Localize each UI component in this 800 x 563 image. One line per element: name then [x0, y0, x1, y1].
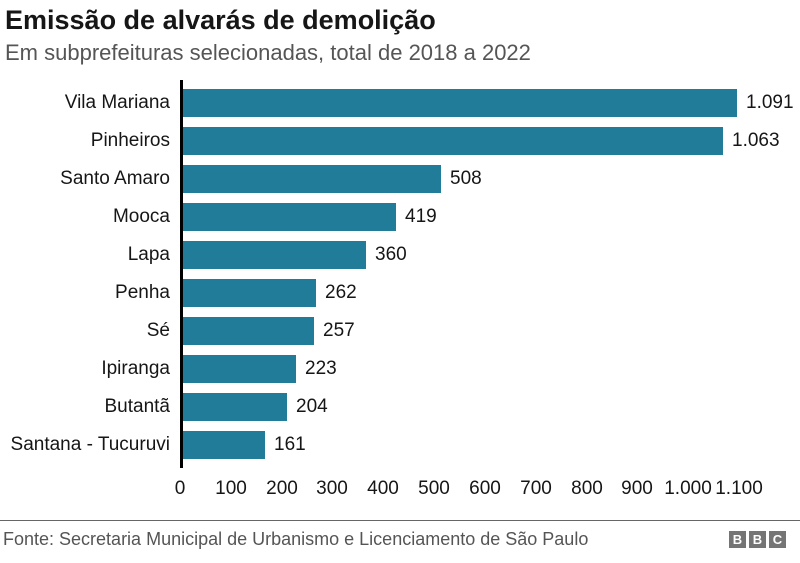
category-label: Pinheiros	[90, 130, 170, 151]
x-tick-label: 1.100	[715, 478, 763, 499]
x-tick-label: 900	[621, 478, 653, 499]
bar	[183, 431, 265, 459]
bar-value-label: 1.063	[732, 130, 780, 151]
x-tick-label: 0	[174, 478, 186, 499]
x-tick-label: 600	[469, 478, 501, 499]
x-axis-spacer	[0, 468, 180, 504]
logo-letter-block: B	[729, 531, 746, 548]
x-axis: 0 100 200 300 400 500 600 700 800 900 1.000 1.100	[0, 468, 800, 504]
bar-row: 257	[183, 312, 800, 350]
category-label: Santo Amaro	[60, 168, 170, 189]
x-tick-label: 100	[215, 478, 247, 499]
bar	[183, 127, 723, 155]
x-tick-label: 400	[367, 478, 399, 499]
x-tick-label: 800	[571, 478, 603, 499]
category-label: Ipiranga	[101, 358, 170, 379]
category-label: Lapa	[127, 244, 170, 265]
plot-area: 1.091 1.063 508 419 360 262 257 223 204 161	[180, 80, 800, 468]
bar	[183, 279, 316, 307]
bar-value-label: 262	[325, 282, 357, 303]
bar-row: 223	[183, 350, 800, 388]
chart-footer: Fonte: Secretaria Municipal de Urbanismo…	[0, 520, 800, 550]
x-tick-label: 500	[418, 478, 450, 499]
bar-value-label: 1.091	[746, 92, 794, 113]
bar-row: 204	[183, 388, 800, 426]
bar	[183, 89, 737, 117]
bar-row: 419	[183, 198, 800, 236]
x-tick-label: 1.000	[664, 478, 712, 499]
bar-value-label: 257	[323, 320, 355, 341]
logo-letter-block: C	[769, 531, 786, 548]
bar-value-label: 223	[305, 358, 337, 379]
x-tick-label: 700	[520, 478, 552, 499]
bar-value-label: 360	[375, 244, 407, 265]
chart-header: Emissão de alvarás de demolição Em subpr…	[0, 4, 800, 66]
x-tick-label: 200	[266, 478, 298, 499]
bar-row: 1.091	[183, 84, 800, 122]
chart-title: Emissão de alvarás de demolição	[5, 5, 436, 35]
category-label: Butantã	[104, 396, 171, 417]
bar-value-label: 419	[405, 206, 437, 227]
category-label: Mooca	[112, 206, 170, 227]
category-labels: Vila Mariana Pinheiros Santo Amaro Mooca Lap…	[0, 80, 180, 468]
bar	[183, 317, 314, 345]
bar-row: 161	[183, 426, 800, 464]
source-text: Fonte: Secretaria Municipal de Urbanismo…	[3, 529, 589, 549]
category-label: Santana - Tucuruvi	[10, 434, 170, 455]
x-axis-ticks: 0 100 200 300 400 500 600 700 800 900 1.000 1.100	[175, 468, 800, 504]
bar-value-label: 161	[274, 434, 306, 455]
bar-row: 262	[183, 274, 800, 312]
category-label: Vila Mariana	[64, 92, 170, 113]
bar-value-label: 204	[296, 396, 328, 417]
category-label: Sé	[146, 320, 170, 341]
category-label: Penha	[115, 282, 170, 303]
bar-row: 360	[183, 236, 800, 274]
bar-row: 508	[183, 160, 800, 198]
chart-subtitle: Em subprefeituras selecionadas, total de…	[5, 40, 531, 65]
chart-page: Emissão de alvarás de demolição Em subpr…	[0, 4, 800, 550]
bar	[183, 203, 396, 231]
bar-chart: Vila Mariana Pinheiros Santo Amaro Mooca Lap…	[0, 80, 800, 468]
bar	[183, 241, 366, 269]
bar	[183, 393, 287, 421]
bar	[183, 355, 296, 383]
bar-row: 1.063	[183, 122, 800, 160]
bar	[183, 165, 441, 193]
bar-value-label: 508	[450, 168, 482, 189]
x-tick-label: 300	[316, 478, 348, 499]
logo-letter-block: B	[749, 531, 766, 548]
